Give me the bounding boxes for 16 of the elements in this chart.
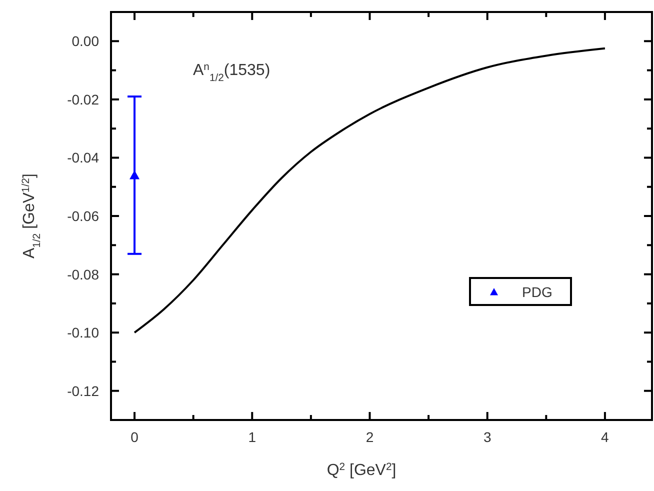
y-tick-label: -0.04 [67,150,100,166]
y-tick-label: -0.10 [67,324,100,341]
y-tick-label: -0.06 [67,208,100,224]
y-tick-label: -0.12 [67,382,100,399]
y-tick-label: 0.00 [72,33,100,50]
x-tick-label: 3 [483,429,492,445]
x-tick-label: 0 [130,429,139,445]
x-tick-label: 1 [248,429,256,445]
line-series [134,47,606,334]
x-tick-label: 2 [366,429,374,445]
y-tick-label: -0.02 [67,91,100,108]
x-tick-label: 4 [601,429,610,445]
x-axis-title: Q$^{2}$ [GeV$^{2}$] [326,462,396,479]
y-tick-label: -0.08 [67,266,100,282]
annotation: A$^{n}$$_{1/2}$(1535) [193,62,270,84]
legend-label: PDG [522,284,552,300]
